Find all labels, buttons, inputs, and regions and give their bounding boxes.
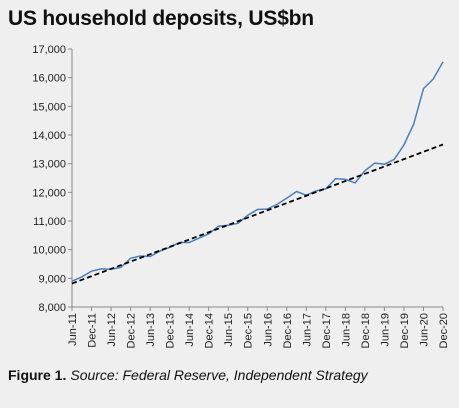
x-tick-label: Dec-12 bbox=[126, 313, 138, 348]
y-tick-label: 11,000 bbox=[33, 216, 66, 228]
x-tick-label: Dec-15 bbox=[243, 313, 255, 348]
x-tick-label: Dec-20 bbox=[438, 313, 450, 348]
x-tick-label: Dec-16 bbox=[282, 313, 294, 348]
x-tick-label: Jun-19 bbox=[379, 313, 391, 347]
figure-caption: Figure 1. Source: Federal Reserve, Indepe… bbox=[8, 367, 368, 383]
figure-label: Figure 1. bbox=[8, 367, 67, 383]
x-tick-label: Dec-13 bbox=[165, 313, 177, 348]
y-tick-label: 14,000 bbox=[32, 130, 66, 142]
x-tick-label: Dec-18 bbox=[360, 313, 372, 348]
source-text: Source: Federal Reserve, Independent Str… bbox=[70, 367, 368, 383]
x-tick-label: Dec-14 bbox=[204, 313, 216, 348]
x-tick-label: Dec-11 bbox=[87, 313, 99, 348]
y-tick-label: 8,000 bbox=[38, 302, 66, 314]
x-tick-label: Jun-17 bbox=[301, 313, 313, 347]
x-tick-label: Jun-15 bbox=[223, 313, 235, 347]
trend-line bbox=[71, 143, 444, 285]
x-tick-label: Jun-12 bbox=[106, 313, 118, 347]
y-tick-label: 17,000 bbox=[32, 44, 66, 56]
x-tick-label: Jun-20 bbox=[418, 313, 430, 347]
x-tick-label: Dec-19 bbox=[399, 313, 411, 348]
y-tick-label: 10,000 bbox=[32, 245, 66, 257]
x-tick-label: Jun-16 bbox=[262, 313, 274, 347]
x-tick-label: Jun-11 bbox=[67, 313, 79, 346]
x-tick-label: Dec-17 bbox=[321, 313, 333, 348]
chart-title: US household deposits, US$bn bbox=[8, 7, 314, 30]
y-tick-label: 9,000 bbox=[38, 273, 66, 285]
x-tick-label: Jun-14 bbox=[184, 313, 196, 347]
y-tick-label: 13,000 bbox=[32, 159, 66, 171]
y-tick-label: 12,000 bbox=[32, 187, 66, 199]
y-tick-label: 16,000 bbox=[32, 73, 66, 85]
deposits-series-line bbox=[71, 61, 444, 282]
x-tick-label: Jun-18 bbox=[340, 313, 352, 347]
y-tick-label: 15,000 bbox=[32, 101, 66, 113]
x-tick-label: Jun-13 bbox=[145, 313, 157, 347]
